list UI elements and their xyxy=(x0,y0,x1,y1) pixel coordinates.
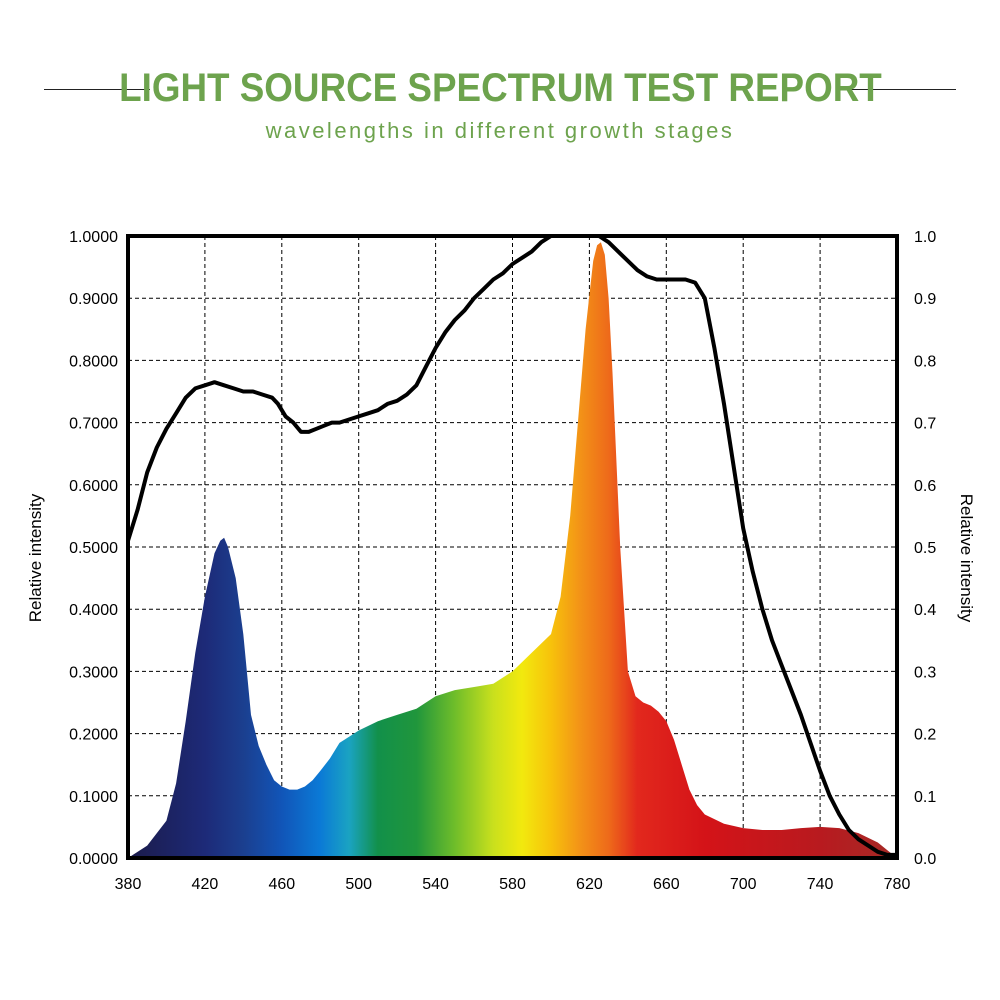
x-tick-label: 660 xyxy=(653,876,680,893)
x-tick-label: 500 xyxy=(345,876,372,893)
y-tick-label-left: 0.4000 xyxy=(69,602,118,619)
title-rule-right xyxy=(840,89,956,90)
title-rule-left xyxy=(44,89,150,90)
x-tick-label: 380 xyxy=(115,876,142,893)
y-tick-label-left: 0.7000 xyxy=(69,416,118,433)
y-tick-label-left: 1.0000 xyxy=(69,229,118,246)
x-tick-label: 460 xyxy=(268,876,295,893)
y-tick-label-right: 0.5 xyxy=(914,540,936,557)
x-tick-label: 700 xyxy=(730,876,757,893)
title-container: LIGHT SOURCE SPECTRUM TEST REPORT xyxy=(0,62,1000,114)
x-tick-label: 740 xyxy=(807,876,834,893)
y-tick-label-right: 0.8 xyxy=(914,353,936,370)
response-line xyxy=(128,236,897,857)
y-tick-label-left: 0.6000 xyxy=(69,478,118,495)
y-tick-label-left: 0.3000 xyxy=(69,664,118,681)
x-tick-label: 540 xyxy=(422,876,449,893)
x-tick-label: 620 xyxy=(576,876,603,893)
x-tick-label: 580 xyxy=(499,876,526,893)
y-tick-label-right: 0.0 xyxy=(914,851,936,868)
y-axis-title-right: Relative intensity xyxy=(957,494,976,623)
y-tick-label-left: 0.9000 xyxy=(69,291,118,308)
y-axis-title-left: Relative intensity xyxy=(26,493,45,622)
y-tick-labels-right: 0.0 0.1 0.2 0.3 0.4 0.5 0.6 0.7 0.8 0.9 1.0 xyxy=(914,229,936,868)
x-tick-labels: 380 420 460 500 540 580 620 660 700 740 780 xyxy=(115,876,911,893)
y-tick-label-right: 0.4 xyxy=(914,602,936,619)
y-tick-label-right: 0.1 xyxy=(914,789,936,806)
y-tick-label-left: 0.1000 xyxy=(69,789,118,806)
y-tick-label-left: 0.0000 xyxy=(69,851,118,868)
chart-subtitle: wavelengths in different growth stages xyxy=(265,118,735,143)
y-tick-label-right: 0.2 xyxy=(914,727,936,744)
y-tick-label-left: 0.5000 xyxy=(69,540,118,557)
y-tick-label-right: 0.6 xyxy=(914,478,936,495)
plot-frame xyxy=(126,234,899,860)
x-tick-label: 780 xyxy=(884,876,911,893)
y-tick-label-right: 0.3 xyxy=(914,664,936,681)
y-tick-label-left: 0.2000 xyxy=(69,727,118,744)
y-tick-label-right: 1.0 xyxy=(914,229,936,246)
y-tick-label-right: 0.9 xyxy=(914,291,936,308)
x-tick-label: 420 xyxy=(192,876,219,893)
y-tick-label-left: 0.8000 xyxy=(69,353,118,370)
y-tick-label-right: 0.7 xyxy=(914,416,936,433)
spectrum-area xyxy=(128,242,897,858)
y-tick-labels-left: 0.0000 0.1000 0.2000 0.3000 0.4000 0.5000 0.60… xyxy=(69,229,118,868)
chart-title: LIGHT SOURCE SPECTRUM TEST REPORT xyxy=(118,66,882,110)
